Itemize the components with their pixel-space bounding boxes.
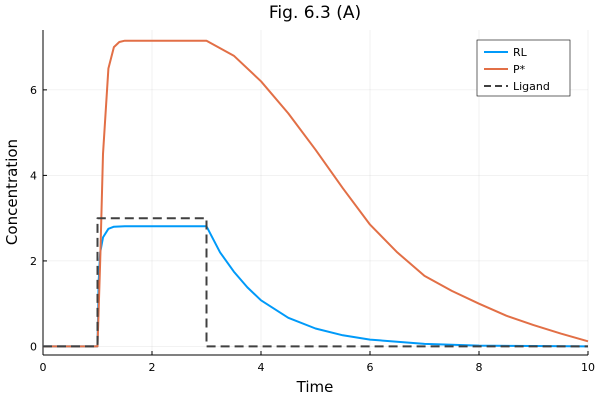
chart-title: Fig. 6.3 (A)	[269, 3, 361, 23]
x-tick-label: 0	[40, 361, 47, 374]
y-tick-label: 6	[30, 84, 37, 97]
legend-label: P*	[513, 63, 526, 76]
x-axis-label: Time	[296, 378, 334, 396]
x-tick-label: 6	[367, 361, 374, 374]
series-line-ligand	[43, 217, 588, 348]
series-line-p	[43, 39, 589, 348]
y-axis-label: Concentration	[3, 139, 21, 245]
x-tick-label: 10	[581, 361, 595, 374]
series-line-rl	[43, 225, 589, 348]
y-tick-label: 4	[30, 169, 37, 182]
x-tick-label: 2	[149, 361, 156, 374]
y-tick-label: 2	[30, 255, 37, 268]
x-tick-label: 4	[258, 361, 265, 374]
y-tick-label: 0	[30, 340, 37, 353]
series-lines	[43, 39, 589, 348]
legend-label: RL	[513, 46, 528, 59]
legend-label: Ligand	[513, 80, 550, 93]
x-tick-label: 8	[476, 361, 483, 374]
axes: 0 2 4 6 8 10 0 2 4 6	[30, 30, 595, 374]
legend: RL P* Ligand	[476, 39, 571, 97]
